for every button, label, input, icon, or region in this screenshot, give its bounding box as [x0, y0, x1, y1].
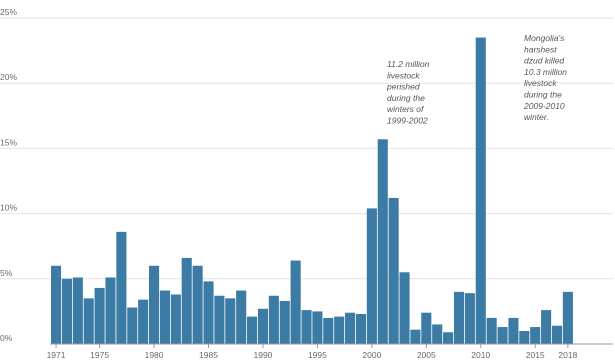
annotation-2010: Mongolia's harshest dzud killed 10.3 millio…	[523, 33, 567, 122]
x-tick-label: 1975	[90, 350, 109, 360]
bar-1984	[192, 265, 203, 344]
annotation-line: 1999-2002	[387, 116, 428, 126]
bar-1998	[345, 312, 356, 344]
annotation-line: perished	[386, 82, 420, 92]
bars	[51, 37, 573, 345]
x-tick-label: 1990	[253, 350, 272, 360]
bar-1996	[323, 317, 334, 344]
bar-1990	[257, 308, 269, 344]
annotation-line: livestock	[524, 78, 557, 88]
y-tick-label: 0%	[0, 333, 13, 343]
bar-1981	[159, 290, 170, 344]
bar-2003	[399, 272, 410, 344]
annotation-line: Mongolia's	[524, 33, 565, 43]
x-tick-label: 1995	[308, 350, 327, 360]
annotation-line: during the	[524, 90, 562, 100]
annotation-line: 11.2 million	[387, 59, 430, 69]
x-tick-label: 2018	[558, 350, 577, 360]
bar-1979	[138, 299, 149, 344]
x-tick-label: 2000	[362, 350, 381, 360]
bar-2009	[464, 293, 475, 344]
bar-2018	[562, 291, 573, 344]
bar-1986	[214, 295, 225, 344]
annotation-line: winters of	[387, 104, 425, 114]
x-tick-label: 2005	[417, 350, 436, 360]
x-tick-label: 2010	[471, 350, 490, 360]
bar-1987	[225, 298, 236, 344]
bar-1995	[312, 311, 323, 344]
grid-lines	[0, 17, 613, 280]
bar-1977	[116, 231, 127, 344]
bar-1980	[149, 265, 160, 344]
annotation-line: dzud killed	[524, 56, 564, 66]
bar-2002	[388, 197, 399, 344]
bar-2011	[486, 317, 497, 344]
annotation-line: winter.	[524, 112, 549, 122]
bar-1999	[355, 314, 367, 344]
x-axis-ticks: 1971 1975 1980 1985 1990 1995 2000 2005 2010 2015…	[47, 344, 578, 360]
bar-2000	[366, 208, 377, 344]
bar-2008	[453, 291, 465, 344]
bar-1978	[127, 307, 138, 344]
bar-1983	[181, 257, 192, 344]
bar-2017	[551, 325, 563, 344]
bar-1972	[61, 278, 72, 344]
bar-1989	[247, 316, 258, 344]
bar-2016	[541, 310, 552, 344]
bar-1997	[334, 316, 345, 344]
bar-2013	[508, 317, 519, 344]
bar-1974	[83, 298, 94, 344]
bar-1994	[301, 310, 312, 344]
y-axis-ticks: 0% 5% 10% 15% 20% 25%	[0, 7, 17, 343]
bar-2012	[497, 327, 508, 344]
bar-2006	[432, 324, 443, 344]
bar-1982	[170, 294, 181, 344]
bar-1993	[290, 260, 301, 344]
x-tick-label: 1971	[47, 350, 66, 360]
bar-1975	[94, 287, 105, 344]
bar-1971	[51, 265, 62, 344]
x-tick-label: 1985	[199, 350, 218, 360]
annotations: 11.2 million livestock perished during the w…	[386, 33, 567, 126]
x-tick-label: 1980	[145, 350, 164, 360]
bar-1985	[203, 281, 214, 344]
bar-1991	[268, 295, 279, 344]
annotation-line: harshest	[524, 44, 557, 54]
bar-2001	[377, 139, 388, 344]
x-tick-label: 2015	[526, 350, 545, 360]
bar-2005	[421, 312, 432, 344]
bar-2015	[530, 327, 541, 344]
bar-2007	[443, 332, 454, 344]
y-tick-label: 10%	[0, 203, 17, 213]
annotation-line: during the	[387, 93, 425, 103]
bar-1992	[279, 300, 290, 344]
y-tick-label: 15%	[0, 137, 17, 147]
annotation-line: livestock	[387, 70, 420, 80]
bar-2014	[519, 330, 530, 344]
y-tick-label: 20%	[0, 72, 17, 82]
bar-2004	[410, 329, 421, 344]
bar-1988	[236, 290, 247, 344]
y-tick-label: 25%	[0, 7, 17, 17]
annotation-line: 10.3 million	[524, 67, 567, 77]
annotation-line: 2009-2010	[523, 101, 565, 111]
bar-1973	[72, 277, 83, 344]
annotation-2000: 11.2 million livestock perished during the w…	[386, 59, 430, 126]
y-tick-label: 5%	[0, 268, 13, 278]
bar-1976	[105, 277, 116, 344]
bar-2010	[475, 37, 486, 345]
